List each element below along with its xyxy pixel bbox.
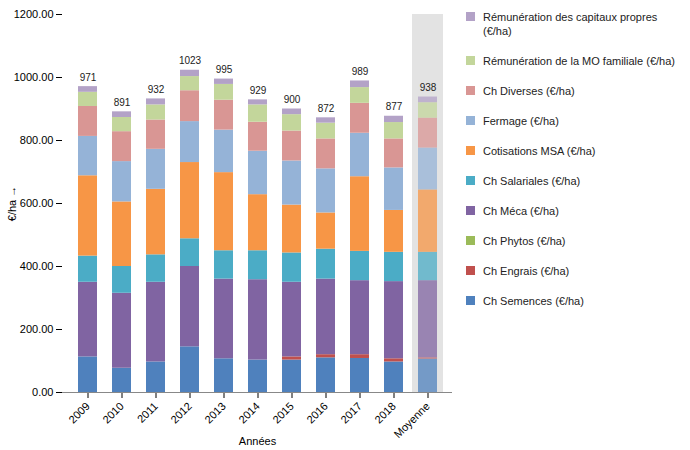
html-text:Ch Semences (€/ha): Ch Semences (€/ha) — [483, 295, 584, 307]
svg-text:Années: Années — [239, 435, 277, 447]
html-text:Ch Engrais (€/ha): Ch Engrais (€/ha) — [483, 265, 570, 277]
svg-text:2015: 2015 — [270, 400, 296, 426]
html-text:Fermage (€/ha): Fermage (€/ha) — [483, 115, 559, 127]
svg-text:872: 872 — [318, 103, 335, 114]
svg-text:Moyenne: Moyenne — [391, 400, 431, 440]
svg-text:900: 900 — [284, 94, 301, 105]
html-text:Ch Méca (€/ha): Ch Méca (€/ha) — [483, 205, 559, 217]
svg-text:929: 929 — [250, 85, 267, 96]
html-text:Cotisations MSA (€/ha): Cotisations MSA (€/ha) — [483, 145, 596, 157]
svg-text:2010: 2010 — [100, 400, 126, 426]
svg-text:932: 932 — [148, 84, 165, 95]
svg-text:971: 971 — [80, 72, 97, 83]
svg-text:200.00: 200.00 — [20, 323, 54, 335]
svg-text:600.00: 600.00 — [20, 197, 54, 209]
svg-text:2017: 2017 — [338, 400, 364, 426]
svg-text:877: 877 — [386, 101, 403, 112]
svg-text:2009: 2009 — [66, 400, 92, 426]
svg-text:1000.00: 1000.00 — [14, 71, 54, 83]
html-text:Rémunération des capitaux prop: Rémunération des capitaux propres (€/ha) — [483, 11, 658, 37]
svg-text:1023: 1023 — [179, 55, 202, 66]
svg-text:989: 989 — [352, 66, 369, 77]
html-text:Rémunération de la MO familial: Rémunération de la MO familiale (€/ha) — [483, 55, 675, 67]
svg-text:2016: 2016 — [304, 400, 330, 426]
svg-text:2011: 2011 — [135, 400, 160, 425]
svg-text:2014: 2014 — [236, 400, 262, 426]
html-text:Ch Diverses (€/ha): Ch Diverses (€/ha) — [483, 85, 575, 97]
svg-text:400.00: 400.00 — [20, 260, 54, 272]
html-text:Ch Salariales (€/ha): Ch Salariales (€/ha) — [483, 175, 581, 187]
svg-text:1200.00: 1200.00 — [14, 8, 54, 20]
svg-text:0.00: 0.00 — [32, 386, 53, 398]
svg-text:€/ha →: €/ha → — [6, 186, 18, 221]
html-text:Ch Phytos (€/ha): Ch Phytos (€/ha) — [483, 235, 566, 247]
svg-text:995: 995 — [216, 64, 233, 75]
svg-text:938: 938 — [420, 82, 437, 93]
svg-text:2012: 2012 — [168, 400, 194, 426]
svg-text:800.00: 800.00 — [20, 134, 54, 146]
svg-text:2013: 2013 — [202, 400, 228, 426]
svg-text:891: 891 — [114, 97, 131, 108]
svg-text:2018: 2018 — [372, 400, 398, 426]
